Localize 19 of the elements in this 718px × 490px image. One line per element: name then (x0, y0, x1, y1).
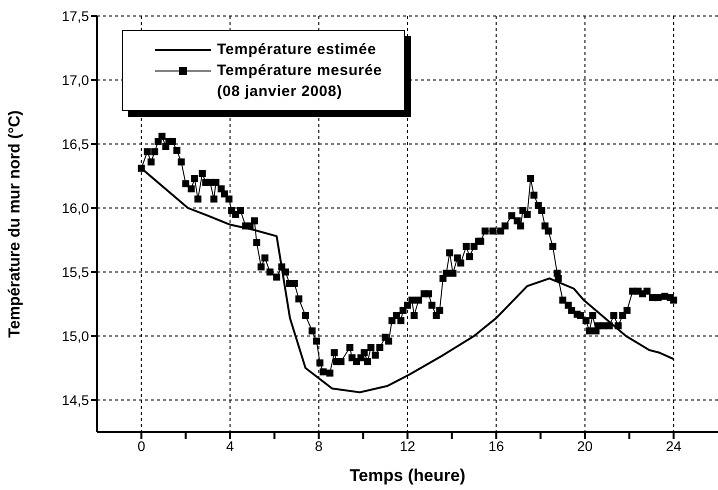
annotation: (08 janvier 2008) (216, 82, 344, 102)
x-axis-title: Temps (heure) (350, 466, 466, 485)
x-tick-label: 12 (400, 438, 416, 454)
x-tick-label: 20 (577, 438, 593, 454)
y-tick-label: 17,0 (62, 72, 90, 88)
x-tick-label: 24 (666, 438, 682, 454)
x-tick-label: 4 (226, 438, 234, 454)
y-tick-label: 16,5 (62, 136, 90, 152)
y-axis-title: Température du mur nord (°C) (6, 110, 24, 338)
x-tick-label: 0 (137, 438, 146, 454)
legend-label: Température mesurée (217, 61, 382, 81)
y-tick-label: 16,0 (62, 200, 90, 216)
y-tick-label: 17,5 (62, 8, 90, 24)
legend-label: Température estimée (217, 40, 376, 60)
x-tick-label: 16 (488, 438, 504, 454)
x-tick-label: 8 (314, 438, 323, 454)
y-tick-label: 15,0 (62, 328, 90, 344)
y-tick-label: 15,5 (62, 264, 90, 280)
y-tick-label: 14,5 (62, 392, 90, 408)
